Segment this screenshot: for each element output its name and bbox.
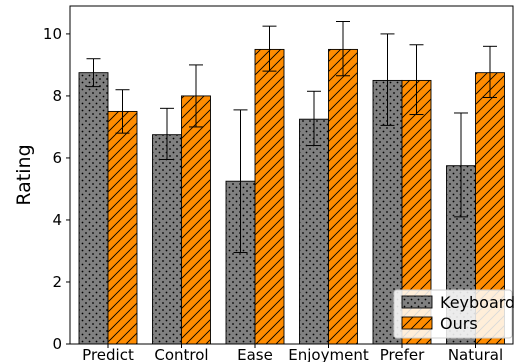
legend: Keyboard Ours xyxy=(393,289,515,339)
y-tick-label-10: 10 xyxy=(43,25,62,43)
x-tick-label-predict: Predict xyxy=(82,346,134,362)
axes: Predict Control Ease Enjoyment Prefer Natural… xyxy=(43,25,503,362)
y-axis-label: Rating xyxy=(13,144,35,205)
legend-swatch-keyboard xyxy=(401,295,433,309)
bar-ours-enjoyment xyxy=(328,48,358,345)
x-tick-label-prefer: Prefer xyxy=(380,346,425,362)
plot-frame xyxy=(69,5,514,345)
legend-label-ours: Ours xyxy=(440,314,478,333)
bar-ours-predict xyxy=(107,110,138,345)
y-tick-label-4: 4 xyxy=(52,211,62,229)
y-tick-label-6: 6 xyxy=(52,149,62,167)
bar-keyboard-enjoyment xyxy=(299,118,329,345)
y-tick-label-0: 0 xyxy=(52,335,62,353)
x-tick-label-control: Control xyxy=(154,346,208,362)
x-tick-label-natural: Natural xyxy=(448,346,503,362)
bar-ours-ease xyxy=(254,48,285,345)
y-tick-label-8: 8 xyxy=(52,87,62,105)
legend-swatch-ours xyxy=(401,316,433,330)
legend-label-keyboard: Keyboard xyxy=(440,293,515,312)
x-tick-label-enjoyment: Enjoyment xyxy=(288,346,369,362)
bar-ours-control xyxy=(181,95,211,345)
y-tick-label-2: 2 xyxy=(52,273,62,291)
bar-keyboard-predict xyxy=(78,72,109,345)
bar-keyboard-control xyxy=(152,134,182,345)
x-tick-label-ease: Ease xyxy=(237,346,273,362)
